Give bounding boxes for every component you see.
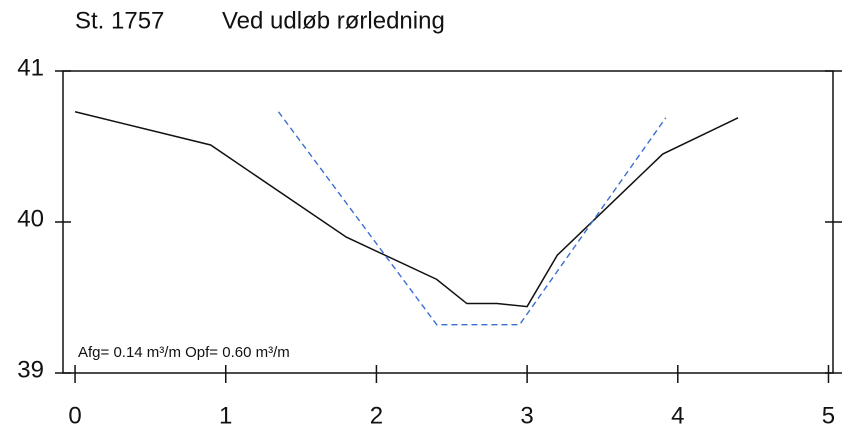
x-tick-label: 5	[822, 402, 835, 429]
annotation: Afg= 0.14 m³/m Opf= 0.60 m³/m	[78, 344, 290, 361]
x-tick-label: 4	[671, 402, 684, 429]
y-tick-label: 39	[17, 356, 44, 383]
chart-title: St. 1757	[75, 7, 164, 34]
y-tick-label: 41	[17, 54, 44, 81]
series-line	[74, 111, 739, 308]
chart-subtitle: Ved udløb rørledning	[222, 7, 445, 34]
x-tick-label: 0	[68, 402, 81, 429]
x-tick-label: 2	[370, 402, 383, 429]
series-line	[277, 111, 667, 326]
x-tick-label: 3	[520, 402, 533, 429]
plot-frame	[62, 70, 834, 374]
y-tick-label: 40	[17, 205, 44, 232]
x-tick-label: 1	[219, 402, 232, 429]
